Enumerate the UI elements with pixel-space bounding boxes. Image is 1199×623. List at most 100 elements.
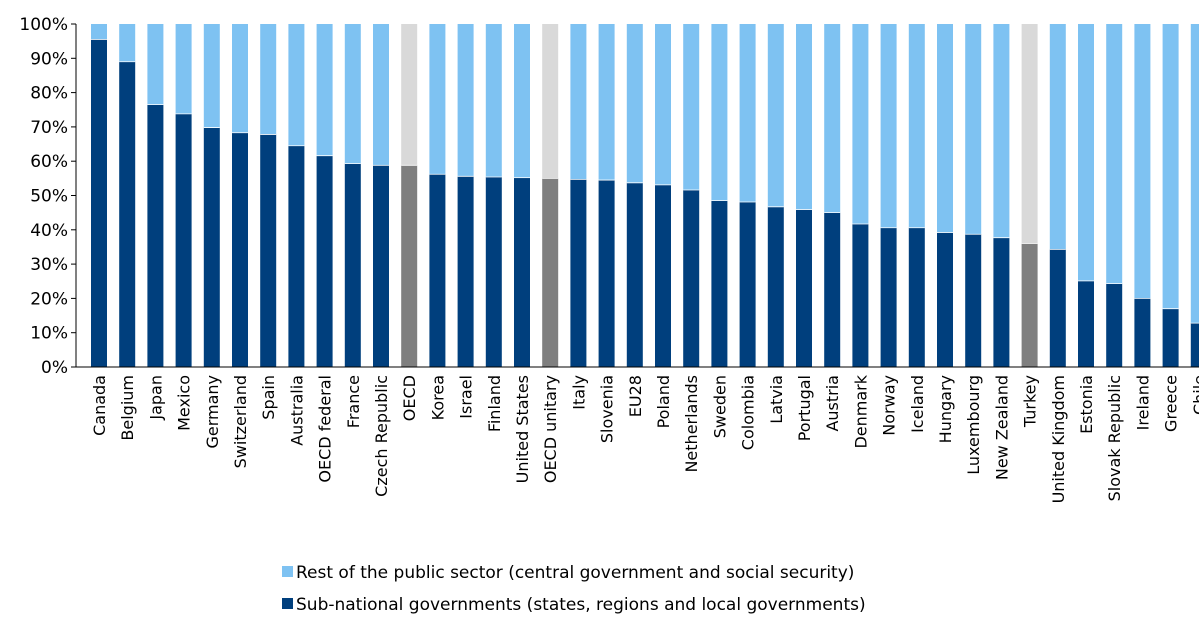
- bar-rest-new-zealand: [993, 24, 1010, 238]
- x-tick-label-israel: Israel: [457, 375, 476, 419]
- y-tick-label: 100%: [19, 15, 68, 35]
- bar-rest-oecd: [401, 24, 418, 166]
- bar-sub-national-united-states: [514, 177, 530, 367]
- bar-sub-national-austria: [824, 212, 841, 367]
- bar-rest-austria: [824, 24, 841, 213]
- bar-rest-italy: [570, 24, 587, 180]
- x-tick-label-denmark: Denmark: [851, 374, 870, 448]
- bar-sub-national-united-kingdom: [1049, 249, 1066, 367]
- bar-rest-hungary: [937, 24, 953, 233]
- bar-sub-national-new-zealand: [993, 237, 1010, 367]
- bar-sub-national-colombia: [739, 202, 756, 367]
- x-tick-label-canada: Canada: [90, 375, 109, 436]
- bar-sub-national-mexico: [175, 113, 192, 367]
- bar-sub-national-oecd-unitary: [542, 178, 559, 367]
- x-tick-label-slovak-republic: Slovak Republic: [1105, 375, 1124, 501]
- x-tick-label-chile: Chile: [1190, 375, 1199, 415]
- x-tick-label-sweden: Sweden: [710, 375, 729, 438]
- bar-sub-national-czech-republic: [373, 165, 389, 367]
- bar-rest-france: [344, 24, 361, 164]
- bar-rest-japan: [147, 24, 164, 105]
- x-tick-label-oecd-unitary: OECD unitary: [541, 375, 560, 483]
- legend-swatch-rest-public-sector: [282, 566, 293, 577]
- x-tick-label-italy: Italy: [569, 375, 588, 410]
- x-tick-label-luxembourg: Luxembourg: [964, 375, 983, 475]
- x-tick-label-switzerland: Switzerland: [231, 375, 250, 468]
- bar-sub-national-ireland: [1134, 298, 1151, 367]
- x-tick-label-eu28: EU28: [626, 375, 645, 417]
- bar-rest-belgium: [119, 24, 136, 62]
- y-tick-label: 30%: [30, 255, 68, 275]
- bar-sub-national-slovak-republic: [1106, 283, 1123, 367]
- x-tick-label-portugal: Portugal: [795, 375, 814, 441]
- y-tick-label: 70%: [30, 118, 68, 138]
- bar-sub-national-oecd: [401, 165, 418, 367]
- bar-rest-finland: [485, 24, 502, 177]
- bar-sub-national-spain: [260, 134, 277, 367]
- legend: Rest of the public sector (central gover…: [282, 563, 866, 615]
- bar-rest-korea: [429, 24, 446, 175]
- y-tick-label: 40%: [30, 221, 68, 241]
- x-tick-label-colombia: Colombia: [739, 375, 758, 450]
- bar-sub-national-japan: [147, 104, 164, 367]
- bar-rest-latvia: [767, 24, 784, 207]
- legend-label-sub-national: Sub-national governments (states, region…: [296, 595, 866, 615]
- bar-sub-national-oecd-federal: [316, 155, 333, 367]
- bar-rest-luxembourg: [965, 24, 982, 235]
- x-tick-label-france: France: [344, 375, 363, 428]
- bar-sub-national-korea: [429, 174, 446, 367]
- y-tick-label: 50%: [30, 187, 68, 207]
- bar-rest-canada: [91, 24, 107, 40]
- x-tick-label-turkey: Turkey: [1021, 375, 1040, 428]
- bar-sub-national-luxembourg: [965, 234, 982, 367]
- bar-rest-united-kingdom: [1049, 24, 1066, 250]
- bar-rest-slovak-republic: [1106, 24, 1123, 284]
- bar-sub-national-greece: [1162, 308, 1179, 367]
- bar-rest-ireland: [1134, 24, 1151, 299]
- bars-group: [91, 24, 1199, 368]
- bar-sub-national-latvia: [767, 206, 784, 367]
- bar-rest-sweden: [711, 24, 728, 201]
- x-tick-label-australia: Australia: [287, 375, 306, 446]
- legend-label-rest-public-sector: Rest of the public sector (central gover…: [296, 563, 854, 583]
- bar-rest-denmark: [852, 24, 869, 224]
- x-tick-label-estonia: Estonia: [1077, 375, 1096, 434]
- bar-sub-national-belgium: [119, 61, 136, 367]
- x-tick-label-korea: Korea: [428, 375, 447, 420]
- bar-rest-turkey: [1021, 24, 1038, 244]
- bar-sub-national-denmark: [852, 223, 869, 367]
- bar-rest-iceland: [908, 24, 925, 228]
- x-tick-label-greece: Greece: [1162, 375, 1181, 432]
- bar-sub-national-slovenia: [598, 180, 615, 367]
- bar-rest-switzerland: [232, 24, 248, 133]
- bar-sub-national-netherlands: [683, 190, 700, 367]
- x-axis-labels: Canada Belgium Japan Mexico Germany Switzerla…: [90, 374, 1199, 503]
- x-tick-label-japan: Japan: [146, 375, 165, 421]
- bar-sub-national-germany: [203, 127, 220, 367]
- x-tick-label-austria: Austria: [823, 375, 842, 432]
- x-tick-label-spain: Spain: [259, 375, 278, 420]
- x-tick-label-czech-republic: Czech Republic: [372, 375, 391, 497]
- y-tick-label: 90%: [30, 49, 68, 69]
- x-tick-label-norway: Norway: [880, 375, 899, 436]
- bar-rest-chile: [1190, 24, 1199, 324]
- bar-sub-national-israel: [457, 176, 474, 367]
- x-tick-label-slovenia: Slovenia: [598, 375, 617, 443]
- bar-sub-national-eu28: [626, 182, 643, 367]
- bar-sub-national-iceland: [908, 227, 925, 367]
- bar-rest-estonia: [1078, 24, 1094, 281]
- x-tick-label-united-states: United States: [513, 375, 532, 483]
- bar-rest-slovenia: [598, 24, 615, 181]
- bar-rest-spain: [260, 24, 277, 135]
- bar-rest-oecd-unitary: [542, 24, 559, 179]
- bar-rest-greece: [1162, 24, 1179, 309]
- bar-sub-national-hungary: [937, 232, 953, 367]
- bar-rest-czech-republic: [373, 24, 389, 166]
- bar-sub-national-turkey: [1021, 243, 1038, 367]
- bar-sub-national-canada: [91, 39, 107, 368]
- x-tick-label-iceland: Iceland: [908, 375, 927, 433]
- bar-sub-national-poland: [655, 184, 671, 367]
- bar-sub-national-france: [344, 163, 361, 367]
